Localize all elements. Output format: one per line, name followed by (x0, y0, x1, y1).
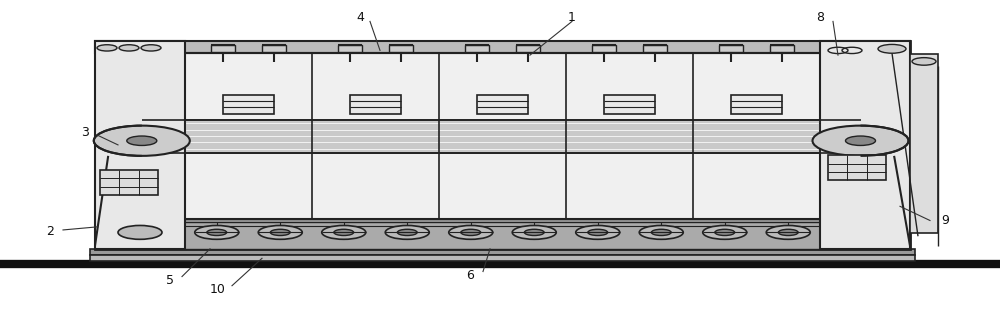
Text: 2: 2 (46, 225, 54, 238)
Circle shape (118, 226, 162, 239)
Bar (95, 41, 185, 249)
Bar (820, 41, 910, 249)
Text: 8: 8 (816, 11, 824, 24)
Bar (90, 255, 915, 261)
Bar (910, 54, 938, 233)
Bar (719, 45, 743, 52)
Text: 3: 3 (81, 126, 89, 139)
Circle shape (334, 229, 354, 236)
Circle shape (778, 229, 798, 236)
Circle shape (385, 226, 429, 239)
Bar (95, 41, 910, 53)
Text: 1: 1 (568, 11, 576, 24)
Bar (731, 95, 782, 114)
Bar (211, 45, 235, 52)
Bar (828, 155, 886, 180)
Circle shape (270, 229, 290, 236)
Circle shape (846, 136, 876, 146)
Circle shape (141, 45, 161, 51)
Circle shape (97, 45, 117, 51)
Bar (223, 95, 274, 114)
Bar (95, 219, 910, 249)
Bar (643, 45, 667, 52)
Circle shape (639, 226, 683, 239)
Circle shape (512, 226, 556, 239)
Bar (350, 95, 401, 114)
Circle shape (397, 229, 417, 236)
Text: 10: 10 (210, 283, 226, 296)
Circle shape (524, 229, 544, 236)
Circle shape (322, 226, 366, 239)
Text: 6: 6 (466, 269, 474, 282)
Bar (770, 45, 794, 52)
Circle shape (912, 58, 936, 65)
Bar (465, 45, 489, 52)
Circle shape (207, 229, 227, 236)
Circle shape (766, 226, 810, 239)
Circle shape (812, 126, 908, 156)
Bar (90, 249, 915, 255)
Bar (604, 95, 655, 114)
Circle shape (195, 226, 239, 239)
Circle shape (461, 229, 481, 236)
Bar (389, 45, 413, 52)
Circle shape (588, 229, 608, 236)
Circle shape (258, 226, 302, 239)
Circle shape (651, 229, 671, 236)
Circle shape (878, 44, 906, 53)
Bar (338, 45, 362, 52)
Circle shape (127, 136, 157, 146)
Bar (477, 95, 528, 114)
Circle shape (119, 45, 139, 51)
Text: 5: 5 (166, 274, 174, 287)
Text: 4: 4 (356, 11, 364, 24)
Bar (185, 120, 820, 153)
Bar (95, 41, 910, 249)
Bar (516, 45, 540, 52)
Bar (592, 45, 616, 52)
Circle shape (449, 226, 493, 239)
Bar (262, 45, 286, 52)
Circle shape (703, 226, 747, 239)
Text: 9: 9 (941, 214, 949, 227)
Circle shape (576, 226, 620, 239)
Bar (100, 170, 158, 195)
Circle shape (94, 126, 190, 156)
Circle shape (715, 229, 735, 236)
